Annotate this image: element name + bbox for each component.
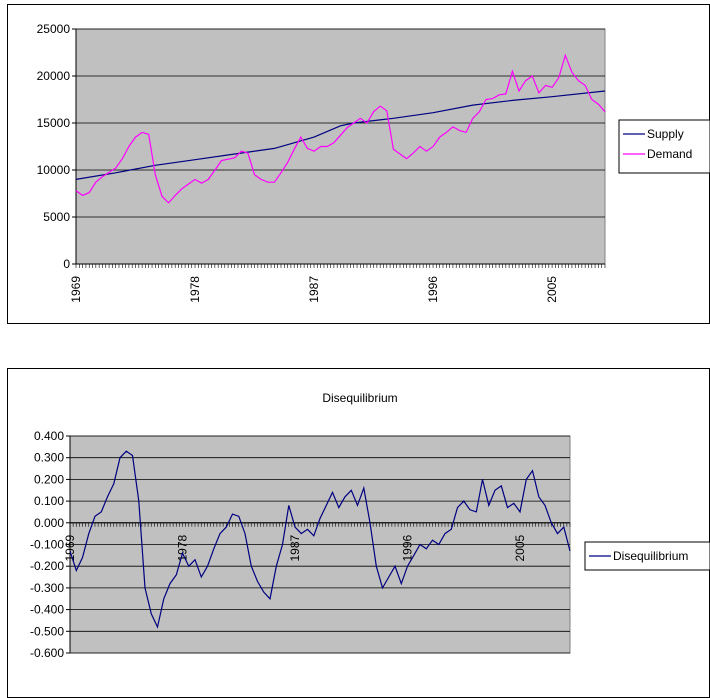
y-tick-label: 0.300: [34, 451, 64, 465]
x-tick-label: 1996: [401, 534, 415, 561]
y-tick-label: 0.000: [34, 516, 64, 530]
y-tick-label: 0.100: [34, 494, 64, 508]
legend: Disequilibrium: [584, 541, 710, 571]
series-line-demand: [75, 53, 606, 204]
chart-title: Disequilibrium: [322, 391, 397, 405]
x-tick-label: 1996: [426, 276, 440, 303]
legend-label: Disequilibrium: [613, 549, 688, 563]
legend-box: [618, 119, 710, 174]
y-tick-label: -0.500: [30, 624, 64, 638]
y-tick-label: 15000: [37, 116, 71, 130]
x-tick-label: 1978: [176, 534, 190, 561]
y-tick-label: -0.100: [30, 538, 64, 552]
y-tick-label: 0: [63, 257, 70, 271]
y-tick-label: 0.200: [34, 472, 64, 486]
y-tick-label: 10000: [37, 163, 71, 177]
x-tick-label: 1987: [288, 534, 302, 561]
x-tick-label: 2005: [513, 534, 527, 561]
series-line-supply: [75, 90, 606, 180]
y-tick-label: -0.400: [30, 603, 64, 617]
legend-label: Demand: [647, 147, 692, 161]
x-tick-label: 1969: [69, 276, 83, 303]
y-tick-label: -0.300: [30, 581, 64, 595]
y-tick-label: 0.400: [34, 429, 64, 443]
series-line-disequilibrium: [69, 450, 571, 629]
y-tick-label: 5000: [43, 210, 70, 224]
y-tick-label: 20000: [37, 69, 71, 83]
y-tick-label: -0.600: [30, 646, 64, 660]
legend-label: Supply: [647, 127, 684, 141]
y-tick-label: -0.200: [30, 559, 64, 573]
legend: Supply Demand: [618, 119, 710, 174]
x-tick-label: 2005: [545, 276, 559, 303]
x-tick-label: 1978: [188, 276, 202, 303]
y-tick-label: 25000: [37, 22, 71, 36]
x-tick-label: 1987: [307, 276, 321, 303]
supply-demand-svg: 0 5000 10000 15000 20000 25000 1969 1978 1987 199…: [37, 22, 710, 303]
x-tick-label: 1969: [63, 534, 77, 561]
